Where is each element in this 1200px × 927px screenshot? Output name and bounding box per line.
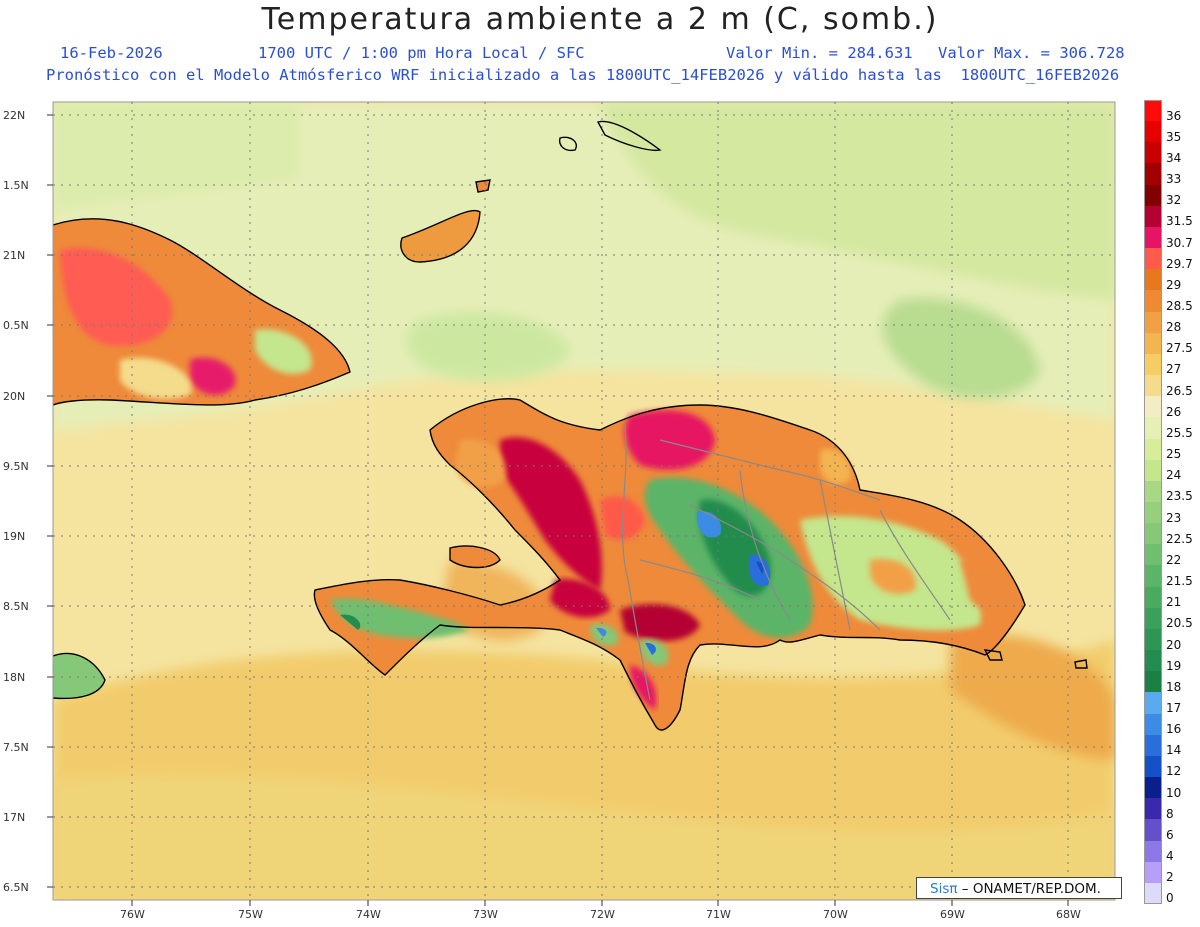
forecast-time: 1700 UTC / 1:00 pm Hora Local / SFC [258,44,585,62]
lon-label: 73W [473,908,498,921]
colorbar-label: 24 [1166,468,1182,483]
lat-label: 9.5N [3,460,29,473]
colorbar-label: 34 [1166,150,1182,165]
colorbar-label: 18 [1166,679,1182,694]
credit-text: – ONAMET/REP.DOM. [961,881,1101,897]
colorbar-label: 32 [1166,193,1182,208]
lat-label: 8.5N [3,600,29,613]
colorbar-frame [1144,100,1162,904]
province-borders [621,424,951,701]
colorbar-label: 17 [1166,701,1182,715]
colorbar-label: 20 [1166,637,1182,652]
model-info: Pronóstico con el Modelo Atmósferico WRF… [46,66,1120,84]
lon-label: 72W [590,908,615,921]
lat-label: 1.5N [3,179,29,192]
colorbar-label: 12 [1166,764,1182,779]
colorbar-label: 30.7 [1166,235,1193,250]
value-min: Valor Min. = 284.631 [726,44,913,62]
colorbar-label: 33 [1166,172,1182,187]
lat-label: 7.5N [3,741,29,754]
colorbar-label: 23.5 [1166,489,1193,504]
colorbar-label: 20.5 [1166,616,1193,631]
colorbar-label: 16 [1166,722,1182,737]
colorbar-label: 29.7 [1166,256,1193,271]
lat-label: 22N [3,109,26,122]
colorbar-label: 0 [1166,891,1174,906]
sispi-logo: Sisπ [930,881,958,897]
lon-label: 69W [940,908,965,921]
colorbar-label: 22.5 [1166,531,1193,546]
colorbar-label: 4 [1166,849,1174,864]
map-frame [52,101,1116,901]
axis-ticks [47,114,1069,906]
colorbar-label: 27 [1166,362,1182,377]
colorbar-label: 26.5 [1166,383,1193,398]
lat-label: 0.5N [3,319,29,332]
colorbar-label: 26 [1166,404,1182,419]
colorbar-label: 29 [1166,277,1182,292]
lat-label: 21N [3,249,26,262]
lat-label: 17N [3,811,26,824]
credit-box: Sisπ – ONAMET/REP.DOM. [916,877,1122,899]
colorbar-label: 27.5 [1166,341,1193,356]
coastlines [53,120,1088,731]
colorbar-label: 25 [1166,447,1182,462]
colorbar-label: 19 [1166,658,1182,673]
colorbar-label: 36 [1166,108,1182,123]
lat-label: 18N [3,671,26,684]
colorbar-label: 10 [1166,785,1182,800]
value-max: Valor Max. = 306.728 [938,44,1125,62]
graticule [53,102,1115,900]
lat-label: 20N [3,390,26,403]
colorbar-label: 6 [1166,827,1174,842]
lon-label: 70W [823,908,848,921]
colorbar-label: 14 [1166,743,1182,758]
colorbar-label: 8 [1166,806,1174,821]
map-field [53,102,1115,900]
colorbar-label: 25.5 [1166,425,1193,440]
colorbar-label: 2 [1166,870,1174,885]
colorbar-label: 22 [1166,552,1182,567]
colorbar-label: 28.5 [1166,299,1193,313]
map-title: Temperatura ambiente a 2 m (C, somb.) [261,2,939,37]
colorbar-label: 21 [1166,595,1182,610]
colorbar-label: 23 [1166,510,1182,525]
lon-label: 68W [1056,908,1081,921]
colorbar-label: 21.5 [1166,574,1193,589]
colorbar-label: 28 [1166,320,1182,335]
lon-label: 76W [120,908,145,921]
lon-label: 74W [356,908,381,921]
colorbar-label: 35 [1166,129,1182,144]
lon-label: 75W [238,908,263,921]
forecast-date: 16-Feb-2026 [60,44,163,62]
lat-label: 6.5N [3,881,29,894]
lon-label: 71W [706,908,731,921]
lat-label: 19N [3,530,26,543]
colorbar-label: 31.5 [1166,214,1193,229]
